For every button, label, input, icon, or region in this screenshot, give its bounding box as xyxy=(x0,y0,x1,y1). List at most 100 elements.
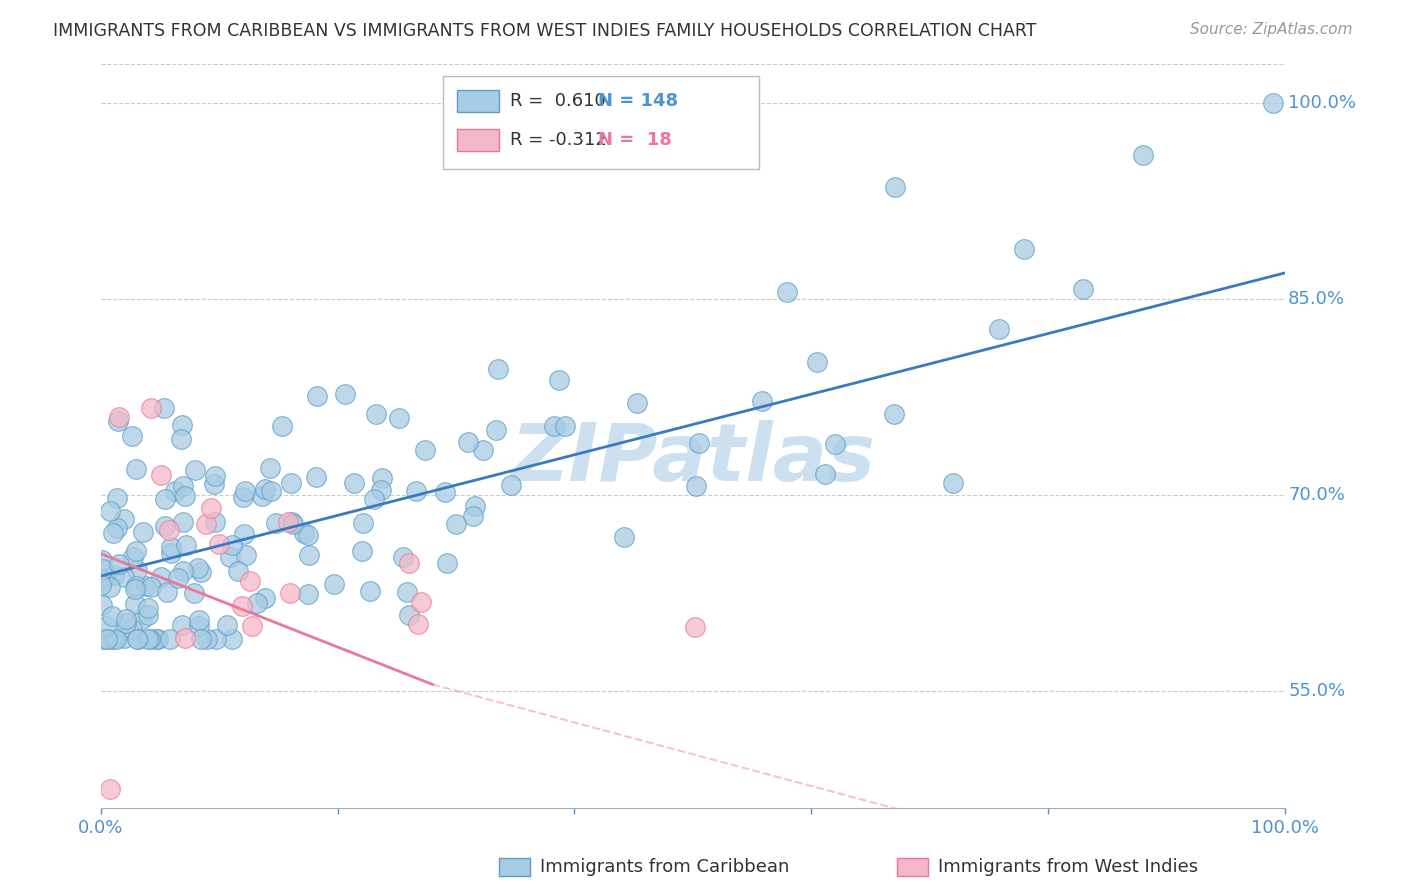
Point xyxy=(297,586,319,600)
Point xyxy=(240,618,263,632)
Point xyxy=(160,546,183,560)
Point xyxy=(434,484,457,499)
Point xyxy=(108,557,131,571)
Point xyxy=(233,484,256,499)
Point xyxy=(157,524,180,538)
Point xyxy=(127,632,149,646)
Point xyxy=(685,479,707,493)
Point xyxy=(101,609,124,624)
Point xyxy=(547,373,569,387)
Point xyxy=(105,632,128,646)
Point xyxy=(136,601,159,615)
Point xyxy=(235,548,257,562)
Point xyxy=(172,618,194,632)
Point xyxy=(461,509,484,524)
Point xyxy=(683,620,706,634)
Point xyxy=(554,419,576,434)
Point xyxy=(464,499,486,513)
Text: 70.0%: 70.0% xyxy=(1288,486,1346,504)
Point xyxy=(194,517,217,532)
Point xyxy=(105,491,128,505)
Point xyxy=(91,598,114,612)
Point xyxy=(688,436,710,450)
Point xyxy=(271,419,294,434)
Point xyxy=(232,526,254,541)
Point xyxy=(174,489,197,503)
Point xyxy=(883,407,905,421)
Point xyxy=(135,579,157,593)
Point xyxy=(436,556,458,570)
Point xyxy=(149,467,172,482)
Point xyxy=(352,516,374,530)
Point xyxy=(98,580,121,594)
Point xyxy=(259,460,281,475)
Point xyxy=(172,564,194,578)
Text: 85.0%: 85.0% xyxy=(1288,290,1346,308)
Text: IMMIGRANTS FROM CARIBBEAN VS IMMIGRANTS FROM WEST INDIES FAMILY HOUSEHOLDS CORRE: IMMIGRANTS FROM CARIBBEAN VS IMMIGRANTS … xyxy=(53,22,1038,40)
Point xyxy=(626,396,648,410)
Point xyxy=(167,571,190,585)
Point xyxy=(363,492,385,507)
Point xyxy=(350,543,373,558)
Point xyxy=(103,567,125,582)
Point xyxy=(217,618,239,632)
Point xyxy=(392,549,415,564)
Point xyxy=(278,586,301,600)
Point xyxy=(543,418,565,433)
Point xyxy=(221,538,243,552)
Point xyxy=(204,632,226,646)
Point xyxy=(292,526,315,541)
Point xyxy=(190,565,212,579)
Point xyxy=(131,612,153,626)
Point xyxy=(1012,243,1035,257)
Point xyxy=(277,515,299,529)
Point xyxy=(150,570,173,584)
Point xyxy=(160,540,183,554)
Point xyxy=(153,491,176,506)
Point xyxy=(406,617,429,632)
Point xyxy=(190,632,212,646)
Point xyxy=(250,489,273,503)
Point xyxy=(107,414,129,428)
Point xyxy=(187,561,209,575)
Point xyxy=(112,632,135,646)
Point xyxy=(124,582,146,596)
Text: Immigrants from Caribbean: Immigrants from Caribbean xyxy=(540,858,789,876)
Point xyxy=(112,511,135,525)
Point xyxy=(232,490,254,504)
Point xyxy=(1073,281,1095,295)
Text: N =  18: N = 18 xyxy=(598,131,672,149)
Point xyxy=(172,479,194,493)
Point xyxy=(1261,96,1284,111)
Point xyxy=(195,632,218,646)
Point xyxy=(283,517,305,532)
Point xyxy=(96,632,118,646)
Text: 55.0%: 55.0% xyxy=(1288,681,1346,700)
Point xyxy=(141,580,163,594)
Point xyxy=(814,467,837,482)
Point xyxy=(170,432,193,446)
Point xyxy=(188,613,211,627)
Point xyxy=(172,418,194,433)
Point xyxy=(298,548,321,562)
Point xyxy=(90,553,112,567)
Point xyxy=(115,612,138,626)
Text: Immigrants from West Indies: Immigrants from West Indies xyxy=(938,858,1198,876)
Point xyxy=(254,482,277,496)
Point xyxy=(471,443,494,458)
Point xyxy=(806,355,828,369)
Point xyxy=(146,632,169,646)
Point xyxy=(174,538,197,552)
Point xyxy=(388,411,411,425)
Point xyxy=(153,401,176,415)
Text: 100.0%: 100.0% xyxy=(1288,95,1357,112)
Text: Source: ZipAtlas.com: Source: ZipAtlas.com xyxy=(1189,22,1353,37)
Point xyxy=(183,586,205,600)
Point xyxy=(359,584,381,599)
Point xyxy=(305,389,328,403)
Point xyxy=(231,599,253,613)
Point xyxy=(942,475,965,490)
Point xyxy=(121,622,143,636)
Point xyxy=(323,577,346,591)
Point xyxy=(165,483,187,498)
